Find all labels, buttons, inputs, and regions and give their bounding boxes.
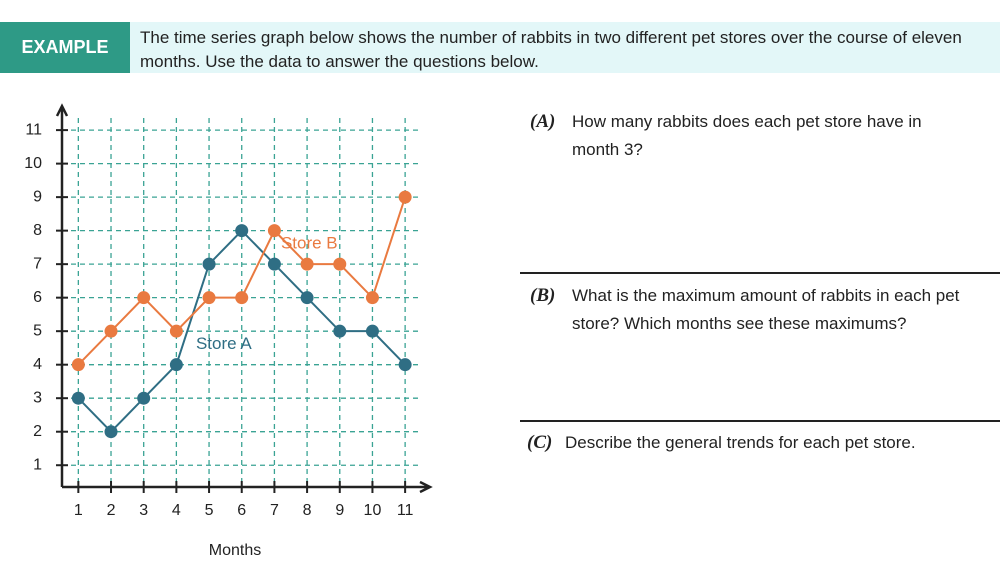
data-point xyxy=(300,291,314,305)
x-tick-label: 1 xyxy=(74,502,83,519)
y-tick-label: 5 xyxy=(33,322,42,339)
data-point xyxy=(202,291,216,305)
y-tick-label: 8 xyxy=(33,222,42,239)
data-point xyxy=(104,425,118,439)
x-tick-label: 2 xyxy=(107,502,116,519)
question: (C) Describe the general trends for each … xyxy=(527,429,987,457)
y-tick-label: 9 xyxy=(33,188,42,205)
x-tick-label: 11 xyxy=(397,502,414,519)
badge: EXAMPLE xyxy=(0,22,130,73)
data-point xyxy=(267,257,281,271)
y-tick-label: 6 xyxy=(33,289,42,306)
intro-text: The time series graph below shows the nu… xyxy=(130,22,1000,73)
data-point xyxy=(235,291,249,305)
data-point xyxy=(137,391,151,405)
data-point xyxy=(398,190,412,204)
data-point xyxy=(333,324,347,338)
y-tick-label: 10 xyxy=(24,155,42,172)
data-point xyxy=(365,324,379,338)
series-label: Store A xyxy=(196,334,252,353)
y-tick-label: 2 xyxy=(33,423,42,440)
data-point xyxy=(202,257,216,271)
data-point xyxy=(365,291,379,305)
x-tick-label: 7 xyxy=(270,502,279,519)
x-axis xyxy=(62,480,433,494)
y-tick-label: 1 xyxy=(33,456,42,473)
question-label: (B) xyxy=(530,285,556,306)
x-tick-label: 5 xyxy=(205,502,214,519)
data-point xyxy=(267,224,281,238)
question-text: What is the maximum amount of rabbits in… xyxy=(572,286,960,333)
data-point xyxy=(333,257,347,271)
y-axis xyxy=(55,103,69,487)
y-tick-label: 11 xyxy=(25,121,42,138)
question-text: Describe the general trends for each pet… xyxy=(565,433,916,452)
data-point xyxy=(71,391,85,405)
data-point xyxy=(169,358,183,372)
x-axis-label: Months xyxy=(209,542,261,559)
y-tick-label: 7 xyxy=(33,255,42,272)
data-point xyxy=(137,291,151,305)
x-tick-label: 10 xyxy=(364,502,382,519)
x-tick-label: 4 xyxy=(172,502,181,519)
data-point xyxy=(398,358,412,372)
x-tick-label: 8 xyxy=(303,502,312,519)
question-label: (A) xyxy=(530,111,556,132)
divider xyxy=(520,272,1000,274)
data-point xyxy=(300,257,314,271)
x-tick-label: 3 xyxy=(139,502,148,519)
data-point xyxy=(71,358,85,372)
data-point xyxy=(169,324,183,338)
x-tick-label: 9 xyxy=(335,502,344,519)
y-tick-label: 3 xyxy=(33,389,42,406)
x-tick-label: 6 xyxy=(237,502,246,519)
data-point xyxy=(104,324,118,338)
question-label: (C) xyxy=(527,432,553,453)
question-text: How many rabbits does each pet store hav… xyxy=(572,112,922,159)
question: (B) What is the maximum amount of rabbits… xyxy=(530,282,970,338)
y-tick-label: 4 xyxy=(33,356,42,373)
question: (A) How many rabbits does each pet store … xyxy=(530,108,970,164)
divider xyxy=(520,420,1000,422)
data-point xyxy=(235,224,249,238)
series-label: Store B xyxy=(281,234,338,253)
